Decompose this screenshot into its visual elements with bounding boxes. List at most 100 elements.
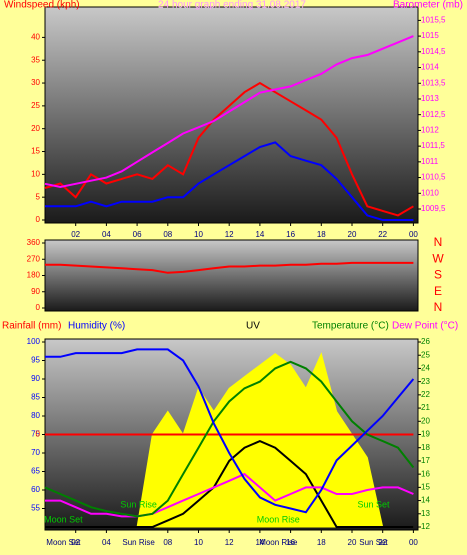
legend-label: UV [246, 321, 260, 332]
event-label: Moon Set [44, 514, 83, 524]
x-tick-label: 22 [378, 538, 387, 547]
y-tick-label: 360 [27, 238, 41, 247]
y3-tick-label: 0 [36, 430, 41, 439]
y2-tick-label: 1012,5 [421, 110, 446, 119]
y-tick-label: 270 [27, 254, 41, 263]
legend-label: Rainfall (mm) [2, 321, 61, 332]
event-axis-label: Sun Rise [122, 538, 155, 547]
series-line [45, 261, 414, 274]
chart-title: 24 hour graph ending 31.08.2017 [158, 0, 306, 11]
series-line [45, 141, 414, 221]
x-tick-label: 00 [409, 538, 418, 547]
x-tick-label: 00 [409, 230, 418, 239]
y2-tick-label: 21 [421, 403, 430, 412]
x-tick-label: 08 [163, 538, 172, 547]
y-tick-label: 15 [31, 147, 40, 156]
series-line [44, 81, 414, 217]
plot-area [44, 239, 419, 312]
y-tick-label: 95 [31, 356, 40, 365]
y-tick-label: 0 [36, 215, 41, 224]
y2-tick-label: 1013 [421, 94, 439, 103]
legend-label: Dew Point (°C) [392, 321, 458, 332]
y2-tick-label: 15 [421, 482, 430, 491]
y2-tick-label: 1011,5 [421, 141, 445, 150]
y-tick-label: 180 [27, 271, 41, 280]
y-tick-label: 85 [31, 393, 40, 402]
y2-tick-label: 17 [421, 456, 430, 465]
y-tick-label: 60 [31, 485, 40, 494]
y-tick-label: 30 [31, 78, 40, 87]
x-tick-label: 08 [163, 230, 172, 239]
x-tick-label: 02 [71, 230, 80, 239]
event-label: Sun Set [357, 499, 390, 509]
y2-tick-label: 16 [421, 469, 430, 478]
series-line [45, 348, 415, 514]
y2-tick-label: 25 [421, 350, 430, 359]
x-tick-label: 04 [102, 538, 111, 547]
x-tick-label: 20 [348, 230, 357, 239]
y2-tick-label: 1014 [421, 63, 439, 72]
x-tick-label: 10 [194, 230, 203, 239]
y-axis-title: Windspeed (kph) [4, 0, 80, 11]
y2-tick-label: 1009,5 [421, 204, 446, 213]
y2-tick-label: 1015,5 [421, 15, 446, 24]
y-tick-label: 10 [31, 169, 40, 178]
y-tick-label: 25 [31, 101, 40, 110]
y-tick-label: 90 [31, 374, 40, 383]
y-tick-label: 55 [31, 504, 40, 513]
x-tick-label: 20 [348, 538, 357, 547]
event-axis-label: Moon Set [46, 538, 81, 547]
y2-tick-label: 1014,5 [421, 47, 446, 56]
event-axis-label: Sun Set [359, 538, 388, 547]
y-tick-label: 80 [31, 411, 40, 420]
x-tick-label: 12 [225, 538, 234, 547]
series-line [45, 440, 414, 528]
y-tick-label: 65 [31, 467, 40, 476]
y2-tick-label: 18 [421, 443, 430, 452]
y2-tick-label: 23 [421, 377, 430, 386]
x-tick-label: 06 [133, 230, 142, 239]
x-tick-label: 12 [225, 230, 234, 239]
plot-area [44, 6, 419, 224]
x-tick-label: 10 [194, 538, 203, 547]
y-tick-label: 0 [36, 303, 41, 312]
compass-label: E [434, 284, 442, 298]
compass-label: N [434, 235, 443, 249]
y2-tick-label: 20 [421, 416, 430, 425]
compass-label: N [434, 300, 443, 314]
y2-tick-label: 12 [421, 522, 430, 531]
y2-tick-label: 1010,5 [421, 173, 446, 182]
y-tick-label: 75 [31, 430, 40, 439]
y2-tick-label: 24 [421, 364, 430, 373]
y2-tick-label: 1010 [421, 188, 439, 197]
y-tick-label: 70 [31, 448, 40, 457]
y2-tick-label: 13 [421, 509, 430, 518]
y-tick-label: 90 [31, 287, 40, 296]
y-tick-label: 35 [31, 55, 40, 64]
y-tick-label: 100 [27, 337, 41, 346]
event-label: Sun Rise [120, 499, 157, 509]
x-tick-label: 16 [286, 538, 295, 547]
x-tick-label: 16 [286, 230, 295, 239]
y2-tick-label: 14 [421, 496, 430, 505]
series-line [44, 360, 415, 518]
compass-label: S [434, 268, 442, 282]
y-tick-label: 5 [36, 192, 41, 201]
y2-tick-label: 19 [421, 430, 430, 439]
y2-tick-label: 22 [421, 390, 430, 399]
x-tick-label: 04 [102, 230, 111, 239]
x-tick-label: 02 [71, 538, 80, 547]
y2-axis-title: Barometer (mb) [393, 0, 463, 11]
y2-tick-label: 1012 [421, 126, 439, 135]
y-tick-label: 20 [31, 124, 40, 133]
y2-tick-label: 1011 [421, 157, 439, 166]
x-tick-label: 14 [255, 230, 264, 239]
x-tick-label: 22 [378, 230, 387, 239]
y2-tick-label: 26 [421, 337, 430, 346]
compass-label: W [432, 251, 444, 265]
y2-tick-label: 1013,5 [421, 78, 446, 87]
legend-label: Temperature (°C) [312, 321, 389, 332]
series-line [44, 35, 414, 189]
legend-label: Humidity (%) [68, 321, 125, 332]
